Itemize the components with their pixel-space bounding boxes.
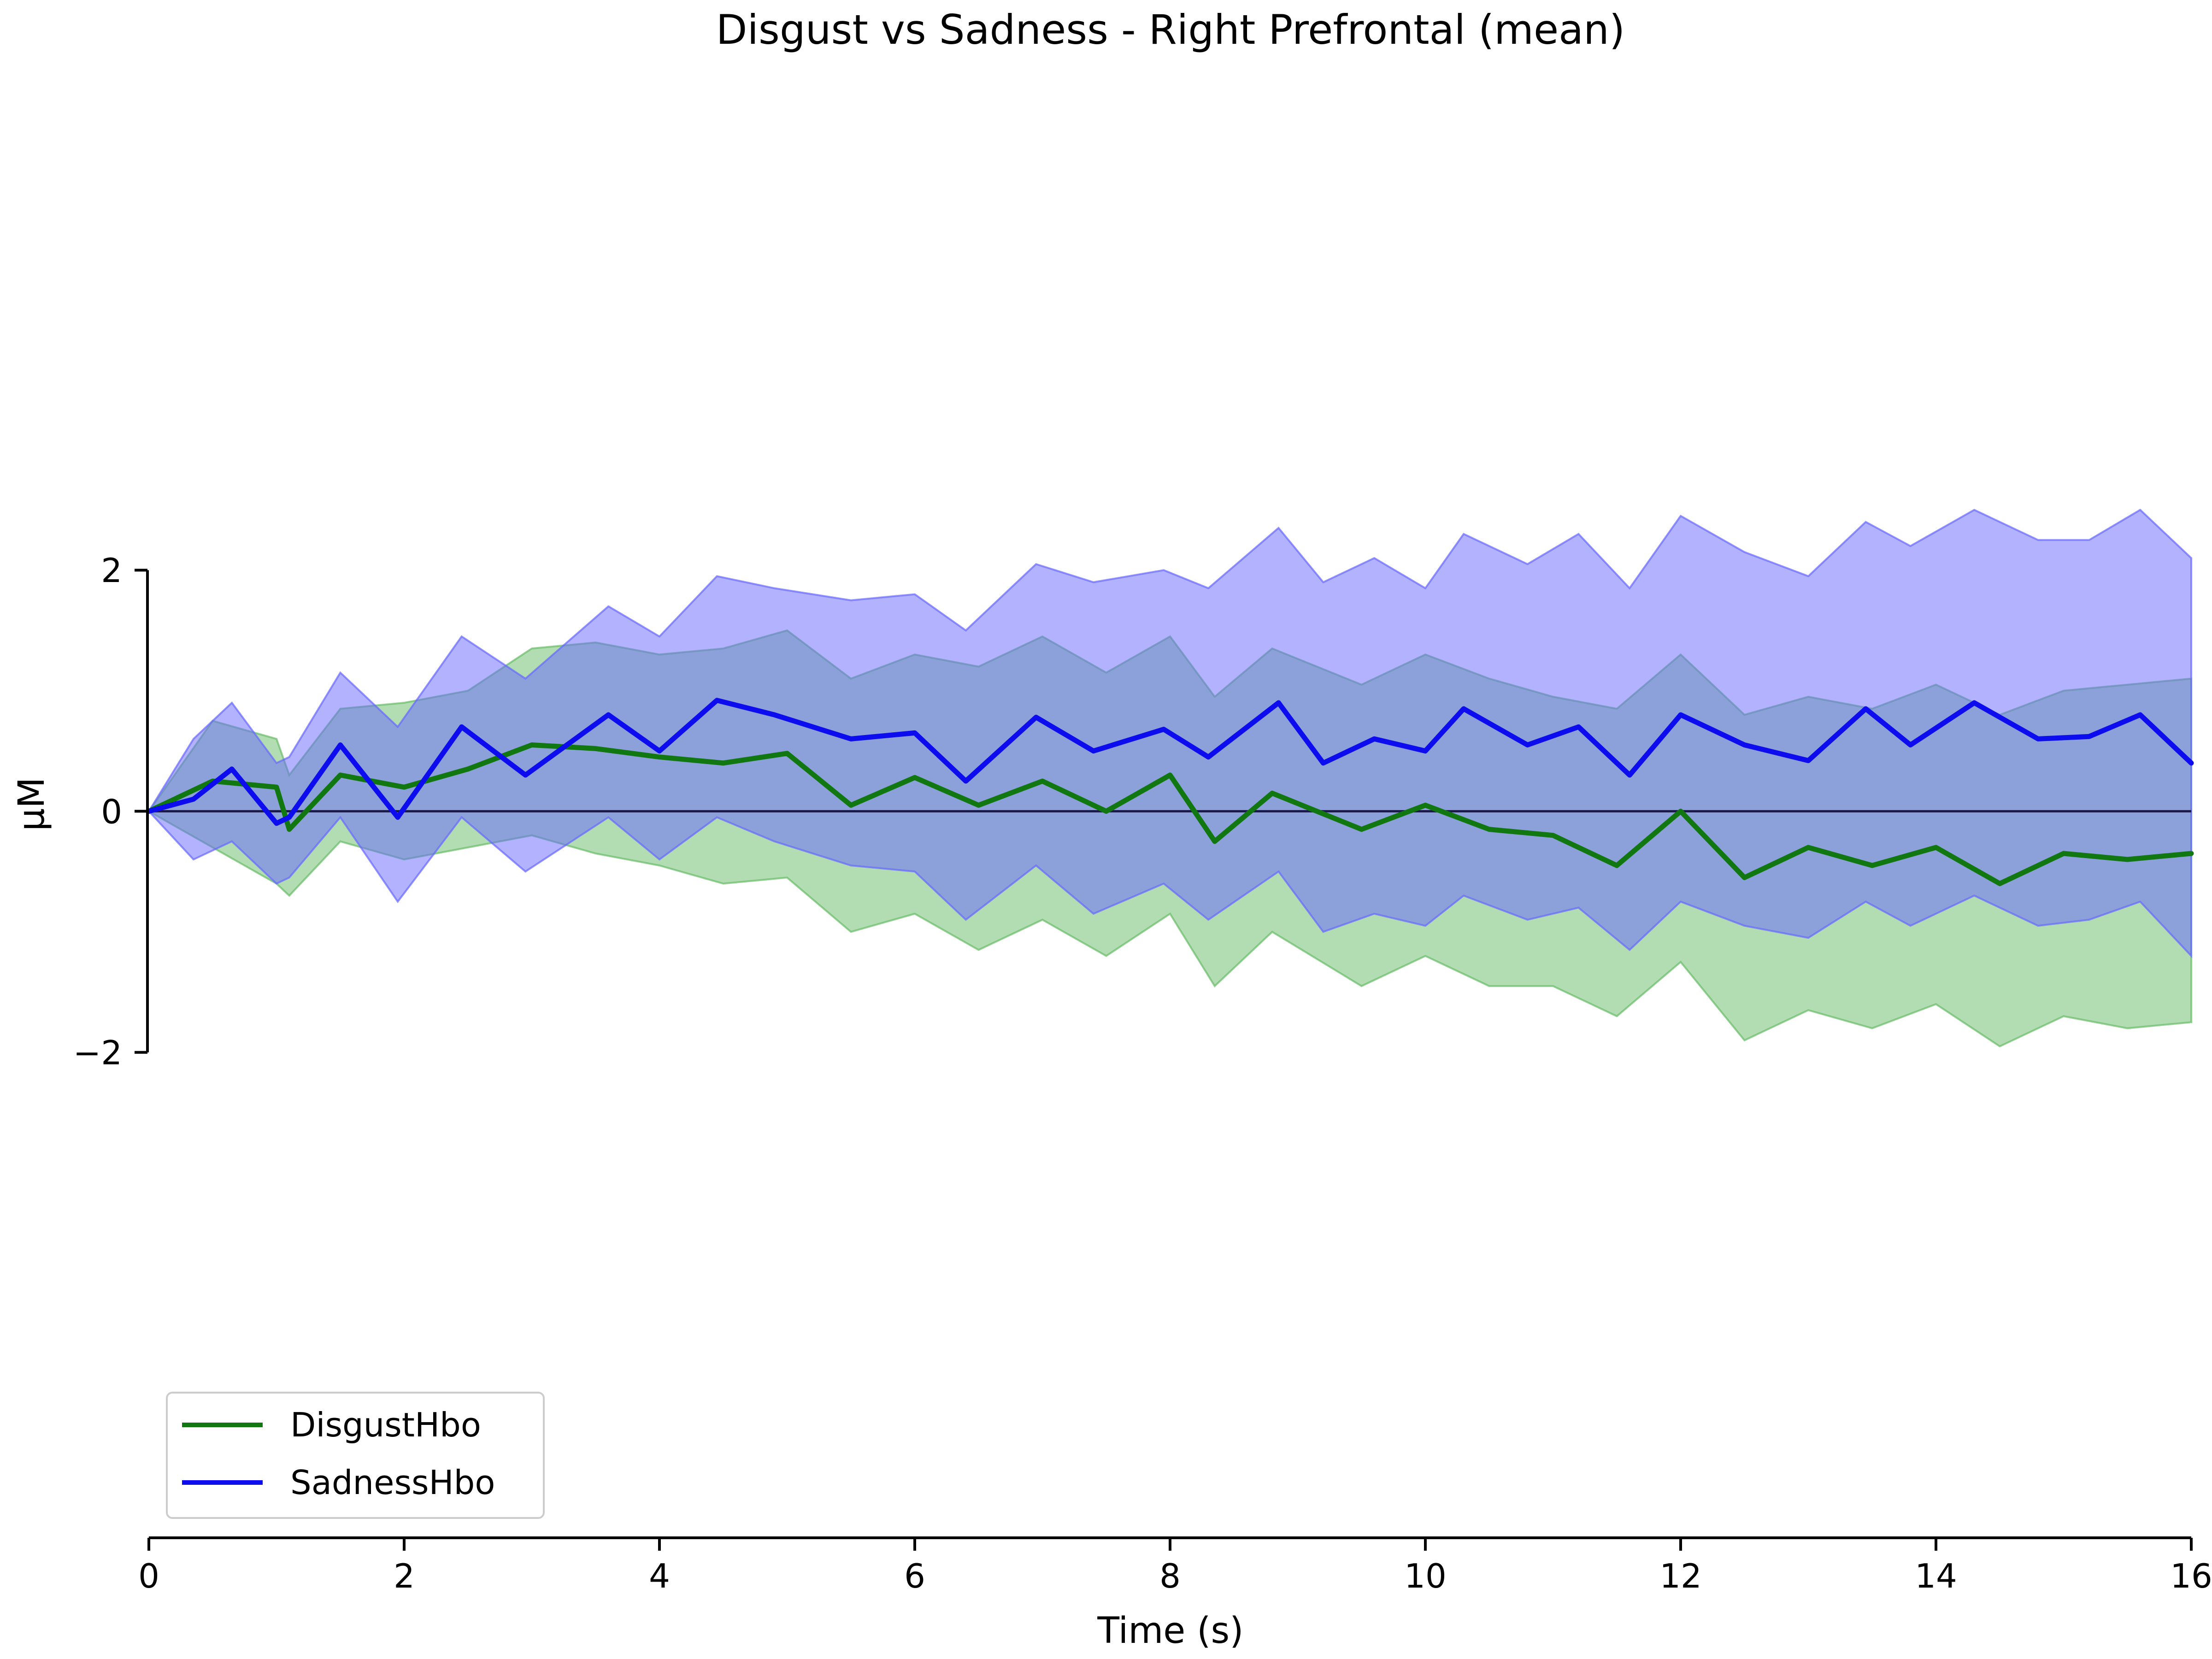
x-axis-label: Time (s) [1097, 1610, 1243, 1652]
legend: DisgustHbo SadnessHbo [166, 1392, 545, 1519]
series-lines [146, 698, 2194, 886]
line-sadnesshbo [146, 698, 2194, 826]
y-tick-label: −2 [73, 1034, 122, 1072]
x-tick-label: 10 [1404, 1557, 1447, 1595]
x-tick-label: 2 [394, 1557, 415, 1595]
line-disgusthbo [146, 742, 2194, 886]
x-tick-label: 0 [138, 1557, 159, 1595]
y-tick-label: 2 [101, 551, 122, 590]
x-tick-label: 8 [1159, 1557, 1181, 1595]
legend-label-disgusthbo: DisgustHbo [290, 1406, 481, 1444]
legend-label-sadnesshbo: SadnessHbo [290, 1463, 495, 1502]
y-axis-label: μM [11, 777, 53, 831]
x-tick-label: 14 [1915, 1557, 1957, 1595]
x-tick-label: 12 [1659, 1557, 1702, 1595]
x-tick-label: 4 [649, 1557, 670, 1595]
x-tick-label: 16 [2170, 1557, 2212, 1595]
y-axis: −2 0 2 [73, 551, 149, 1072]
x-tick-label: 6 [904, 1557, 925, 1595]
chart-title: Disgust vs Sadness - Right Prefrontal (m… [716, 6, 1625, 53]
x-axis: 0 2 4 6 8 10 12 14 16 [138, 1536, 2212, 1595]
y-tick-label: 0 [101, 792, 122, 831]
